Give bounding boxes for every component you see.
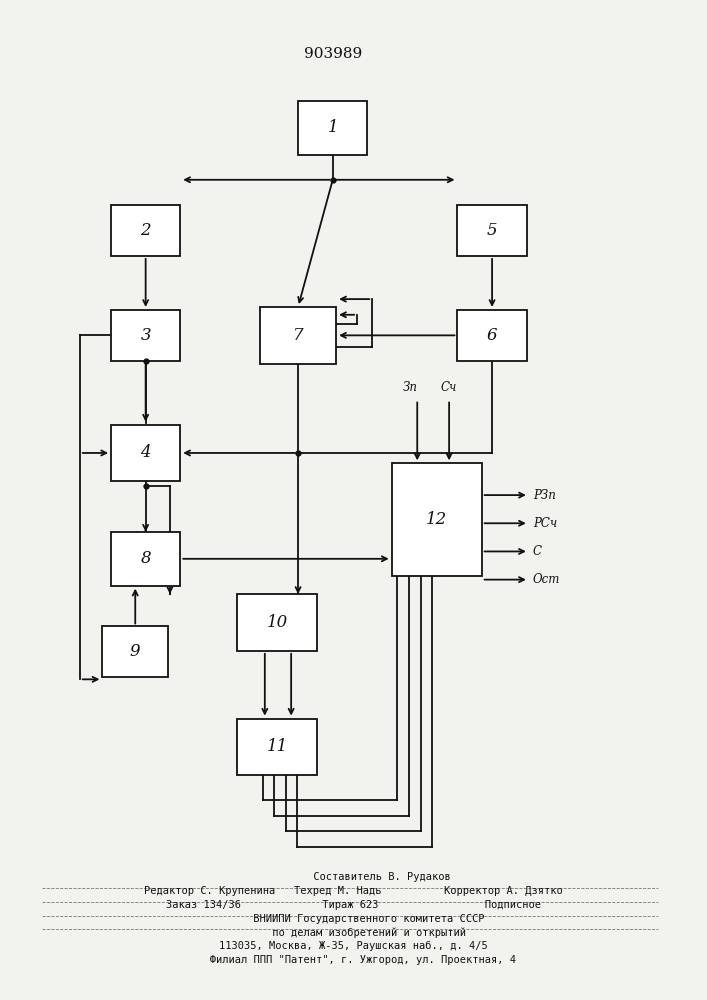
FancyBboxPatch shape — [111, 205, 180, 256]
Text: С: С — [533, 545, 542, 558]
Text: Заказ 134/36             Тираж 623                 Подписное: Заказ 134/36 Тираж 623 Подписное — [166, 900, 541, 910]
FancyBboxPatch shape — [457, 205, 527, 256]
Text: 903989: 903989 — [303, 47, 362, 61]
Text: Зп: Зп — [404, 381, 419, 394]
Text: 7: 7 — [293, 327, 303, 344]
Text: 2: 2 — [140, 222, 151, 239]
FancyBboxPatch shape — [111, 425, 180, 481]
Text: Ост: Ост — [533, 573, 561, 586]
Text: Редактор С. Крупенина   Техред М. Надь          Корректор А. Дзятко: Редактор С. Крупенина Техред М. Надь Кор… — [144, 886, 563, 896]
Text: 5: 5 — [486, 222, 498, 239]
Text: 1: 1 — [327, 119, 338, 136]
Text: РСч: РСч — [533, 517, 557, 530]
Text: Составитель В. Рудаков: Составитель В. Рудаков — [257, 872, 450, 882]
Text: 12: 12 — [426, 511, 448, 528]
FancyBboxPatch shape — [111, 532, 180, 586]
Text: РЗп: РЗп — [533, 489, 556, 502]
Text: 9: 9 — [130, 643, 141, 660]
FancyBboxPatch shape — [298, 101, 368, 155]
Text: ВНИИПИ Государственного комитета СССР: ВНИИПИ Государственного комитета СССР — [222, 914, 485, 924]
Text: 3: 3 — [140, 327, 151, 344]
FancyBboxPatch shape — [103, 626, 168, 677]
FancyBboxPatch shape — [111, 310, 180, 361]
Text: 113035, Москва, Ж-35, Раушская наб., д. 4/5: 113035, Москва, Ж-35, Раушская наб., д. … — [219, 941, 488, 951]
Text: 6: 6 — [486, 327, 498, 344]
Text: 10: 10 — [267, 614, 288, 631]
Text: по делам изобретений и открытий: по делам изобретений и открытий — [241, 927, 466, 938]
FancyBboxPatch shape — [392, 463, 481, 576]
FancyBboxPatch shape — [238, 719, 317, 775]
FancyBboxPatch shape — [260, 307, 336, 364]
Text: 8: 8 — [140, 550, 151, 567]
Text: Филиал ППП "Патент", г. Ужгород, ул. Проектная, 4: Филиал ППП "Патент", г. Ужгород, ул. Про… — [191, 955, 516, 965]
Text: 11: 11 — [267, 738, 288, 755]
FancyBboxPatch shape — [238, 594, 317, 651]
FancyBboxPatch shape — [457, 310, 527, 361]
Text: Сч: Сч — [440, 381, 457, 394]
Text: 4: 4 — [140, 444, 151, 461]
